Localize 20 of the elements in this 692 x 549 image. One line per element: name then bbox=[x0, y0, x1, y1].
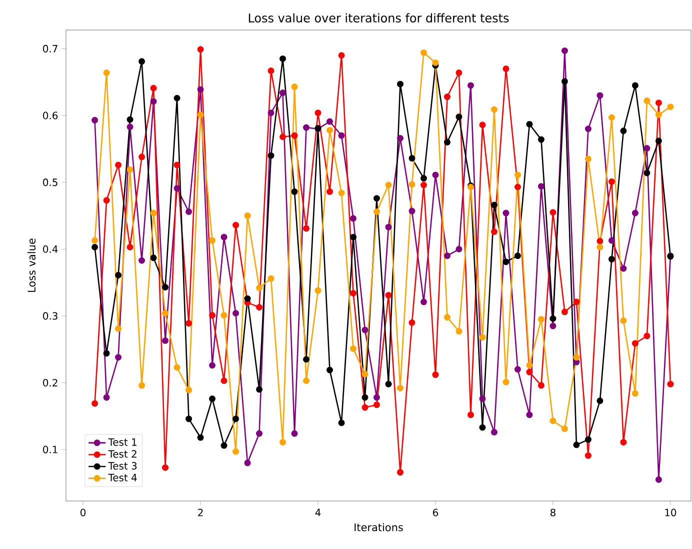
y-tick-label: 0.3 bbox=[43, 312, 58, 320]
y-tick-label: 0.2 bbox=[43, 378, 58, 387]
x-tick-label: 4 bbox=[315, 508, 321, 516]
x-tick-label: 0 bbox=[80, 508, 86, 516]
x-tick-label: 10 bbox=[665, 508, 676, 516]
legend-label: Test 4 bbox=[108, 474, 137, 482]
legend-label: Test 1 bbox=[108, 438, 136, 446]
x-tick-label: 8 bbox=[550, 508, 556, 516]
y-tick-label: 0.6 bbox=[43, 112, 58, 120]
y-tick-label: 0.1 bbox=[43, 446, 58, 454]
legend-label: Test 3 bbox=[108, 462, 137, 470]
y-axis-title: Loss value bbox=[27, 238, 36, 292]
chart-title: Loss value over iterations for different tests bbox=[248, 13, 509, 22]
x-tick-label: 2 bbox=[198, 508, 203, 516]
x-axis-title: Iterations bbox=[354, 523, 403, 532]
y-tick-label: 0.7 bbox=[43, 44, 58, 52]
x-tick-label: 6 bbox=[433, 508, 438, 516]
y-tick-label: 0.5 bbox=[43, 178, 58, 186]
y-tick-label: 0.4 bbox=[43, 245, 58, 253]
legend-label: Test 2 bbox=[108, 450, 136, 458]
